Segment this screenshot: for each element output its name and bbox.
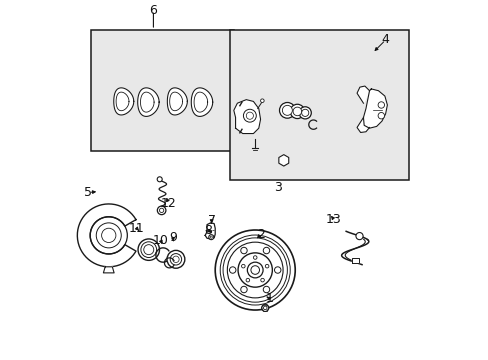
Circle shape xyxy=(241,264,244,268)
Circle shape xyxy=(157,177,162,182)
Circle shape xyxy=(279,103,295,118)
Circle shape xyxy=(157,206,165,215)
Circle shape xyxy=(263,247,269,254)
Circle shape xyxy=(141,242,156,257)
Circle shape xyxy=(263,306,266,310)
Polygon shape xyxy=(351,257,358,263)
Circle shape xyxy=(253,256,257,259)
Circle shape xyxy=(260,278,264,282)
Polygon shape xyxy=(167,88,187,115)
Circle shape xyxy=(282,105,292,115)
Text: 9: 9 xyxy=(169,231,177,244)
Bar xyxy=(91,30,233,152)
Circle shape xyxy=(215,230,295,310)
Circle shape xyxy=(227,242,283,298)
Circle shape xyxy=(265,264,268,268)
Circle shape xyxy=(138,239,159,260)
Circle shape xyxy=(229,267,235,273)
Polygon shape xyxy=(103,267,114,273)
Circle shape xyxy=(245,278,249,282)
Circle shape xyxy=(274,267,281,273)
Text: 7: 7 xyxy=(207,213,215,226)
Polygon shape xyxy=(191,88,212,116)
Text: 12: 12 xyxy=(161,197,176,210)
Circle shape xyxy=(250,266,259,274)
Polygon shape xyxy=(114,88,134,115)
Text: 11: 11 xyxy=(128,222,144,235)
Text: 5: 5 xyxy=(84,186,92,199)
Circle shape xyxy=(377,112,384,119)
Polygon shape xyxy=(205,223,215,239)
Text: 1: 1 xyxy=(265,292,273,305)
Text: 4: 4 xyxy=(381,33,389,46)
Circle shape xyxy=(299,107,311,119)
Circle shape xyxy=(301,109,308,116)
Circle shape xyxy=(170,253,181,265)
Circle shape xyxy=(159,208,163,212)
Circle shape xyxy=(172,256,179,262)
Circle shape xyxy=(260,99,264,103)
Circle shape xyxy=(377,102,384,108)
Circle shape xyxy=(240,247,246,254)
Circle shape xyxy=(166,250,184,268)
Circle shape xyxy=(290,104,304,118)
Polygon shape xyxy=(356,86,369,103)
Circle shape xyxy=(220,235,290,305)
Circle shape xyxy=(240,286,246,293)
Polygon shape xyxy=(77,204,136,267)
Text: 3: 3 xyxy=(274,181,282,194)
Bar xyxy=(230,30,408,180)
Circle shape xyxy=(208,235,213,240)
Circle shape xyxy=(292,107,301,116)
Circle shape xyxy=(238,253,272,287)
Circle shape xyxy=(243,109,256,122)
Circle shape xyxy=(261,304,268,311)
Text: 13: 13 xyxy=(325,213,341,226)
Circle shape xyxy=(143,245,153,255)
Polygon shape xyxy=(356,117,369,132)
Circle shape xyxy=(355,233,363,240)
Circle shape xyxy=(263,286,269,293)
Text: 2: 2 xyxy=(256,228,264,241)
Text: 10: 10 xyxy=(152,234,168,247)
Circle shape xyxy=(246,112,253,119)
Text: 8: 8 xyxy=(203,224,211,237)
Polygon shape xyxy=(233,100,260,134)
Polygon shape xyxy=(278,155,288,166)
Circle shape xyxy=(210,236,212,238)
Circle shape xyxy=(247,262,263,278)
Text: 6: 6 xyxy=(149,4,157,17)
Circle shape xyxy=(223,238,287,302)
Polygon shape xyxy=(363,89,386,128)
Polygon shape xyxy=(138,88,159,116)
